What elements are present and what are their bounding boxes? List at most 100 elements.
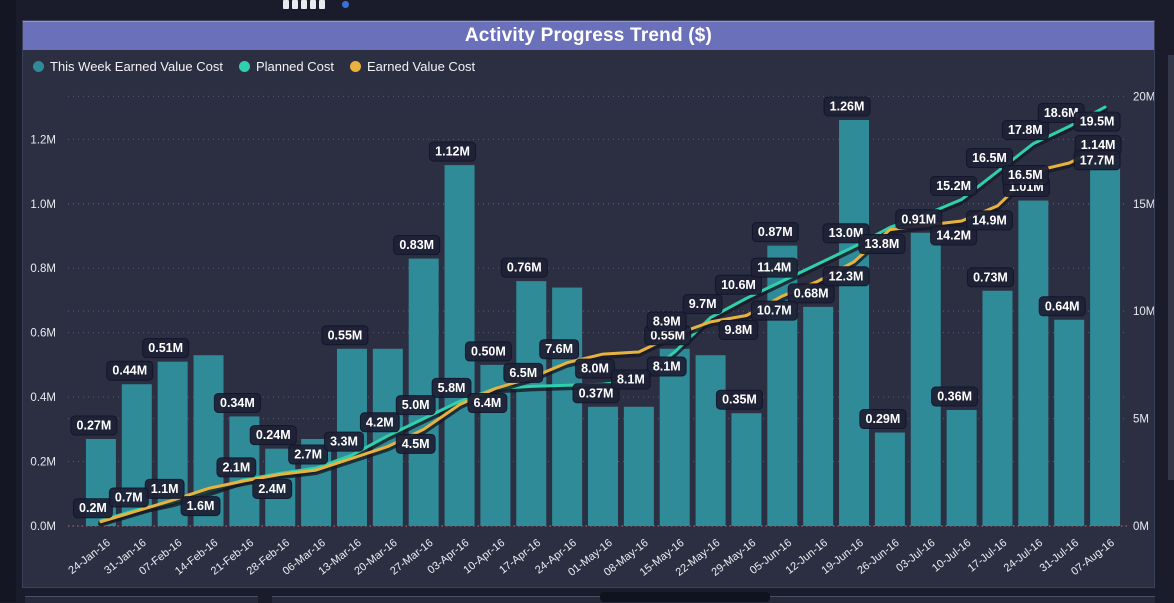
bar[interactable] [946,410,977,526]
data-label: 8.9M [646,311,687,332]
data-label-pill [180,496,221,517]
data-label-text: 10.6M [721,278,756,292]
data-label-text: 15.2M [936,179,971,193]
legend-dot-icon [350,61,361,72]
bar[interactable] [910,232,941,526]
data-label: 0.64M [1038,296,1086,317]
panel-title-bar[interactable]: Activity Progress Trend ($) [23,21,1154,50]
data-label-pill [359,412,400,433]
data-label: 13.8M [858,234,906,255]
grid-icon[interactable] [283,0,325,9]
x-axis-label[interactable]: 10-Jul-16 [930,537,974,575]
bar[interactable] [659,348,690,526]
data-label-text: 6.5M [509,366,537,380]
data-label: 0.34M [213,392,261,413]
left-axis-tick-label: 0.0M [30,521,56,533]
data-label-text: 0.37M [579,386,614,400]
legend-item[interactable]: Earned Value Cost [350,59,475,74]
data-label-pill [750,300,798,321]
bar[interactable] [588,406,618,526]
data-label: 17.7M [1073,150,1121,171]
legend-item-label: This Week Earned Value Cost [50,59,223,74]
data-label-text: 18.6M [1044,106,1079,120]
data-label: 9.8M [718,319,759,340]
data-label-text: 0.64M [1045,299,1080,313]
data-label-text: 2.4M [258,482,286,496]
bar[interactable] [1054,319,1085,526]
data-label-pill [395,433,436,454]
data-label-text: 0.24M [256,428,291,442]
bar[interactable] [1018,200,1049,527]
data-label: 0.2M [73,498,113,519]
data-label-text: 1.26M [830,100,865,114]
bar[interactable] [623,406,654,526]
x-axis-label[interactable]: 03-Jul-16 [894,537,938,575]
data-label: 10.6M [714,274,762,295]
data-label-pill [249,425,297,446]
bar[interactable] [1090,158,1121,526]
data-label-text: 11.4M [757,261,791,275]
data-label-text: 3.3M [330,435,358,449]
data-label-pill [930,225,978,246]
data-label-pill [321,325,369,346]
data-label: 0.7M [108,487,149,508]
data-label-pill [429,141,477,162]
data-label: 2.1M [216,457,257,478]
bar[interactable] [982,290,1013,526]
data-label: 5.0M [395,395,436,416]
data-label-text: 1.14M [1081,138,1116,152]
status-dot-icon[interactable] [342,1,349,8]
data-label-text: 0.7M [115,490,143,504]
data-label-text: 2.1M [222,460,250,474]
data-label: 0.68M [787,283,835,304]
bar[interactable] [839,120,870,526]
scrollbar-thumb[interactable] [600,592,770,602]
data-label-text: 0.76M [507,261,542,275]
data-label: 19.5M [1073,111,1121,132]
data-label-pill [610,369,651,390]
data-label-pill [858,234,906,255]
data-label-pill [965,148,1013,169]
data-label: 1.12M [429,141,477,162]
x-axis-label[interactable]: 24-Jul-16 [1002,537,1046,575]
data-label-pill [216,457,257,478]
data-label-pill [1038,296,1086,317]
data-label: 9.7M [682,294,723,315]
data-label: 5.8M [431,377,472,398]
data-label-text: 16.5M [972,151,1007,165]
data-label: 4.5M [395,433,436,454]
legend-item[interactable]: This Week Earned Value Cost [33,59,223,74]
data-label-text: 9.7M [689,297,717,311]
data-label-pill [1073,150,1121,171]
data-label-text: 17.8M [1008,123,1043,137]
data-label-text: 16.5M [1008,168,1043,182]
bar[interactable] [803,306,834,526]
data-label: 1.1M [144,478,185,499]
data-label: 3.3M [324,431,364,452]
bar[interactable] [695,355,726,526]
data-label: 0.73M [966,267,1014,288]
data-label-text: 0.87M [758,225,793,239]
data-label-text: 0.51M [148,341,183,355]
data-label-text: 4.5M [402,437,430,451]
data-label-pill [931,386,979,407]
data-label-text: 0.2M [79,501,107,515]
data-label-text: 5.8M [438,381,466,395]
legend-item[interactable]: Planned Cost [238,59,334,74]
data-label-text: 0.29M [866,412,901,426]
data-label-text: 0.55M [650,328,685,342]
data-label-text: 0.68M [794,286,829,300]
data-label-pill [575,358,615,379]
x-axis-label[interactable]: 17-Jul-16 [966,537,1010,575]
next-panel-edge-left [25,596,258,603]
data-label: 0.51M [142,338,190,359]
bar[interactable] [874,432,905,526]
bar[interactable] [552,287,583,526]
data-label-text: 0.36M [937,390,972,404]
grid-icon-cell [301,0,307,9]
bar[interactable] [516,281,547,526]
bar[interactable] [731,413,762,526]
data-label: 0.55M [321,325,369,346]
